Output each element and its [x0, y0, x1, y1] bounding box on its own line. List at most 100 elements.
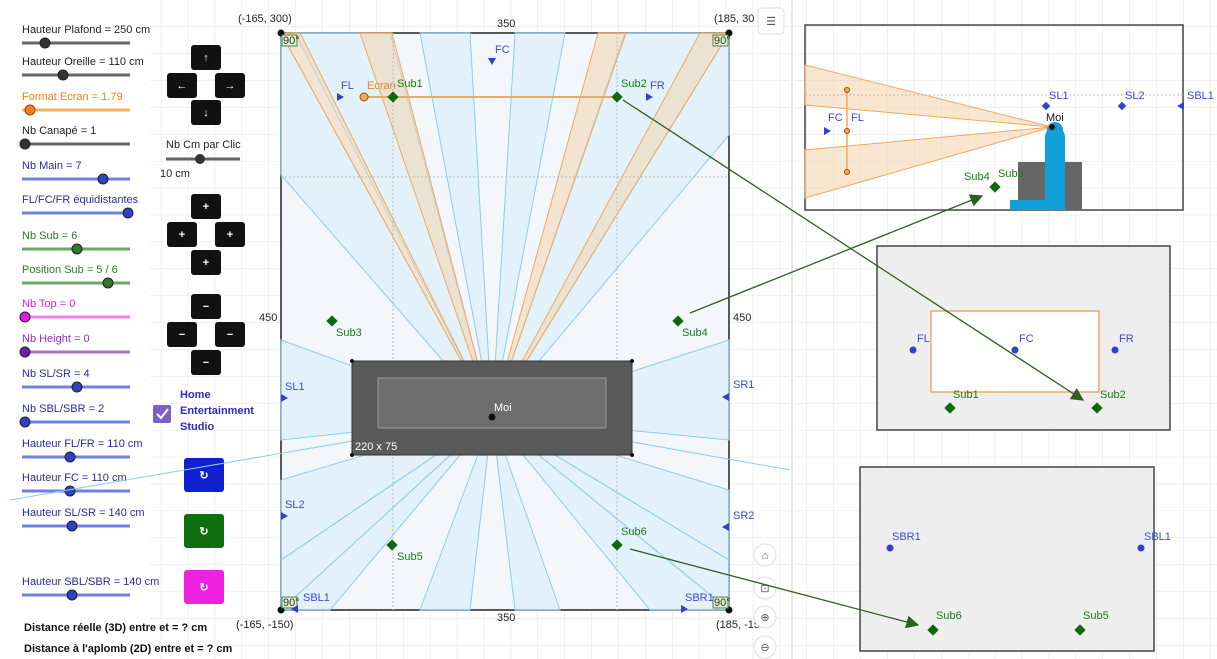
minus-button[interactable] [215, 322, 245, 347]
view-button[interactable] [753, 543, 777, 567]
label: (185, 30 [714, 13, 754, 25]
label: SL1 [1049, 90, 1069, 102]
slider-knob[interactable] [57, 69, 69, 81]
speaker [909, 346, 917, 354]
arrow-button[interactable] [191, 45, 221, 70]
label: 220 x 75 [355, 441, 397, 453]
slider-knob[interactable] [19, 138, 31, 150]
label: Ecran [367, 80, 396, 92]
button-icon: ☰ [766, 16, 776, 28]
button-icon: ⊖ [760, 642, 769, 654]
plus-button[interactable] [215, 222, 245, 247]
checkbox[interactable] [153, 405, 171, 423]
arrow-button[interactable] [167, 73, 197, 98]
coverage-wedge [491, 32, 566, 418]
slider-knob[interactable] [19, 346, 31, 358]
menu-button[interactable] [757, 7, 785, 35]
label: Hauteur SBL/SBR = 140 cm [22, 576, 159, 588]
label: SR2 [733, 510, 754, 522]
slider-knob[interactable] [19, 311, 31, 323]
minus-button[interactable] [191, 294, 221, 319]
button-icon: + [227, 229, 233, 241]
listener [1049, 124, 1055, 130]
label: SR1 [733, 379, 754, 391]
couch-corner [350, 453, 354, 457]
button-icon: ⊡ [760, 583, 769, 595]
speaker [1137, 544, 1145, 552]
label: Sub6 [621, 526, 647, 538]
slider-knob[interactable] [39, 37, 51, 49]
slider-knob[interactable] [97, 173, 109, 185]
label: Nb Height = 0 [22, 333, 90, 345]
label: Distance réelle (3D) entre et = ? cm [24, 622, 207, 634]
label: FL [341, 80, 354, 92]
label: FC [495, 44, 510, 56]
plus-button[interactable] [191, 250, 221, 275]
screen-point [844, 169, 850, 175]
slider-knob[interactable] [66, 589, 78, 601]
slider-knob[interactable] [19, 416, 31, 428]
label: Hauteur FL/FR = 110 cm [22, 438, 143, 450]
view-button[interactable] [753, 605, 777, 629]
view-button[interactable] [753, 635, 777, 659]
slider-knob[interactable] [71, 243, 83, 255]
couch-corner [630, 453, 634, 457]
slider-knob[interactable] [66, 520, 78, 532]
angle-box [281, 596, 298, 609]
plus-button[interactable] [191, 194, 221, 219]
screen-wedge [491, 32, 730, 418]
label: Nb Top = 0 [22, 298, 75, 310]
label: SL2 [1125, 90, 1145, 102]
reset-button[interactable] [184, 570, 224, 604]
arrow-button[interactable] [191, 100, 221, 125]
label: 90° [283, 35, 300, 47]
slider-knob[interactable] [102, 277, 114, 289]
label: Format Ecran = 1.79 [22, 91, 123, 103]
button-icon: ↻ [199, 526, 208, 538]
speaker [281, 394, 288, 402]
coverage-wedge [491, 416, 561, 611]
screen-end [359, 92, 369, 102]
label: Sub2 [621, 78, 647, 90]
plus-button[interactable] [167, 222, 197, 247]
minus-button[interactable] [191, 350, 221, 375]
label: Distance à l'aplomb (2D) entre et = ? cm [24, 643, 233, 655]
button-icon: ↻ [199, 582, 208, 594]
speaker [824, 127, 831, 135]
link-arrow [689, 194, 984, 314]
speaker [722, 523, 729, 531]
slider-knob[interactable] [122, 207, 134, 219]
arrow-button[interactable] [215, 73, 245, 98]
reset-button[interactable] [184, 514, 224, 548]
sub [989, 181, 1001, 193]
button-icon: ↓ [203, 107, 209, 119]
slider-knob[interactable] [71, 381, 83, 393]
slider-knob[interactable] [64, 451, 76, 463]
label: Sub2 [1100, 389, 1126, 401]
label: Sub6 [936, 610, 962, 622]
screen-point [844, 87, 850, 93]
label: Nb SBL/SBR = 2 [22, 403, 104, 415]
label: 90° [283, 597, 300, 609]
minus-button[interactable] [167, 322, 197, 347]
label: Hauteur FC = 110 cm [22, 472, 127, 484]
label: Nb Main = 7 [22, 160, 82, 172]
check [156, 408, 169, 420]
link-arrow [622, 99, 1085, 401]
label: Sub4 [964, 171, 990, 183]
screen-wedge [280, 32, 493, 418]
button-icon: + [179, 229, 185, 241]
label: Hauteur Plafond = 250 cm [22, 24, 150, 36]
link-arrow [629, 548, 920, 629]
slider-knob[interactable] [64, 485, 76, 497]
speaker [1111, 346, 1119, 354]
reset-button[interactable] [184, 458, 224, 492]
person-head [1047, 122, 1063, 138]
label: FL [851, 112, 864, 124]
speaker [722, 393, 729, 401]
speaker [681, 605, 688, 613]
slider-knob[interactable] [195, 154, 205, 164]
label: Sub5 [1083, 610, 1109, 622]
slider-knob[interactable] [24, 104, 36, 116]
angle-box [712, 596, 729, 609]
